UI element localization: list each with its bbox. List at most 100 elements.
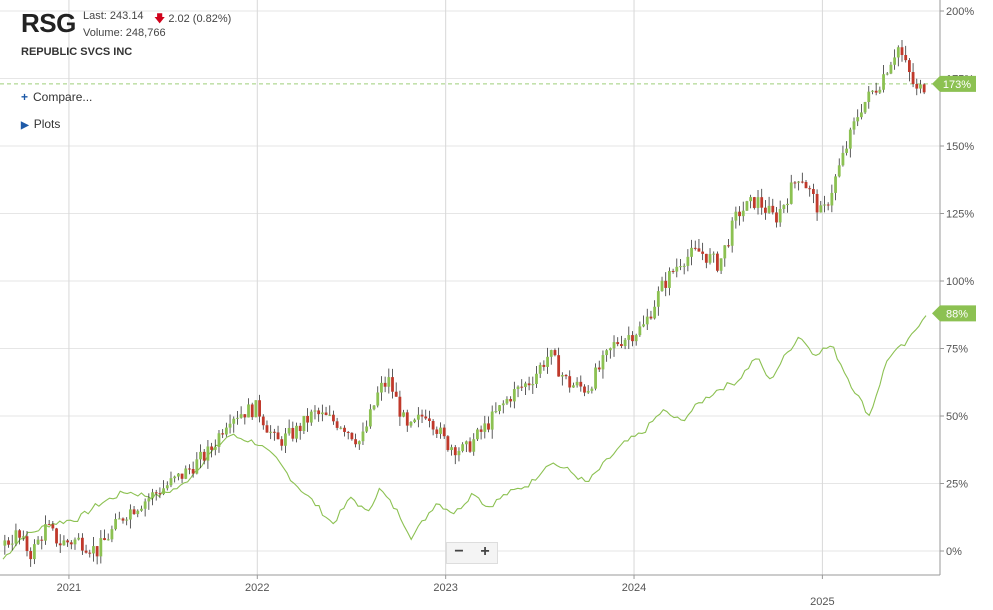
compare-button[interactable]: + Compare... [21, 90, 92, 104]
candle-body [656, 291, 660, 307]
candle-body [878, 89, 882, 93]
candle-body [128, 509, 132, 520]
plots-button[interactable]: ▶ Plots [21, 117, 60, 131]
candle-body [269, 431, 273, 433]
candle-body [457, 451, 461, 456]
candle-body [287, 427, 291, 434]
candle-body [446, 436, 450, 451]
candle-body [786, 203, 789, 206]
plus-icon: + [21, 90, 29, 104]
candle-body [911, 72, 915, 84]
candle-body [716, 253, 719, 271]
candle-body [461, 444, 465, 452]
candle-body [509, 399, 513, 402]
candle-body [265, 425, 269, 433]
candle-body [483, 423, 487, 432]
candle-body [106, 539, 110, 541]
candle-body [583, 386, 586, 393]
candle-body [99, 538, 103, 557]
candle-body [69, 542, 73, 545]
candle-body [708, 254, 712, 263]
candle-body [653, 306, 657, 319]
candle-body [856, 117, 860, 122]
price-change: 🡇 2.02 (0.82%) [154, 10, 231, 29]
candle-body [25, 536, 29, 552]
candle-body [815, 193, 819, 213]
candle-body [121, 518, 125, 521]
zoom-out-button[interactable]: − [454, 543, 464, 560]
plots-label: Plots [33, 117, 61, 131]
x-tick-label: 2022 [245, 582, 269, 594]
candle-body [18, 530, 22, 538]
volume: Volume: 248,766 [83, 27, 166, 39]
candle-body [58, 543, 62, 546]
candle-body [612, 342, 616, 349]
candle-body [313, 410, 317, 412]
candle-body [335, 421, 339, 428]
candle-body [468, 441, 472, 452]
candle-body [690, 247, 693, 257]
candle-body [380, 382, 383, 393]
candle-body [95, 546, 99, 557]
candle-body [88, 552, 92, 554]
candle-body [29, 551, 33, 560]
candle-body [594, 367, 597, 389]
candle-body [756, 197, 760, 208]
candle-body [136, 510, 140, 515]
candle-body [727, 245, 730, 247]
candle-body [501, 403, 505, 406]
candle-body [346, 431, 350, 433]
candle-body [723, 245, 727, 259]
zoom-in-button[interactable]: + [480, 543, 490, 560]
candle-body [276, 432, 280, 440]
candle-body [871, 90, 874, 92]
candle-body [431, 421, 435, 430]
candle-body [601, 355, 605, 370]
candle-body [365, 426, 369, 432]
candle-body [564, 374, 568, 377]
candle-body [797, 181, 801, 183]
x-tick-label: 2023 [433, 582, 457, 594]
candle-body [416, 414, 420, 420]
candle-body [420, 414, 424, 417]
candle-body [730, 220, 734, 246]
candle-body [874, 90, 878, 93]
candle-body [3, 540, 7, 546]
candle-body [819, 205, 823, 213]
candle-body [51, 524, 55, 529]
candle-body [675, 266, 679, 272]
candle-body [520, 386, 524, 388]
candle-body [542, 364, 546, 367]
candle-body [228, 423, 232, 428]
candle-body [664, 280, 668, 288]
candle-body [464, 441, 468, 445]
candle-body [642, 324, 645, 327]
candle-body [232, 418, 236, 424]
candle-body [306, 415, 309, 423]
candle-body [476, 429, 479, 440]
candle-body [512, 389, 516, 402]
candle-body [302, 415, 306, 432]
candle-body [620, 344, 623, 346]
compare-label: Compare... [33, 90, 93, 104]
candle-body [524, 383, 527, 388]
candle-body [549, 350, 553, 357]
candle-body [535, 373, 538, 384]
candle-body [845, 148, 849, 153]
candle-body [77, 537, 81, 540]
candle-body [258, 400, 261, 417]
candle-body [295, 425, 298, 439]
candle-body [409, 421, 413, 426]
candle-body [435, 429, 439, 434]
candle-body [428, 418, 431, 422]
y-tick-label: 150% [946, 141, 974, 153]
candle-body [350, 432, 354, 440]
x-axis: 2021 2022 2023 2024 2025 [57, 575, 835, 608]
candle-body [560, 374, 564, 377]
candle-body [778, 209, 782, 223]
candle-body [701, 251, 705, 254]
candle-body [712, 253, 716, 255]
candle-body [169, 478, 173, 486]
candle-body [188, 468, 191, 470]
candle-body [114, 519, 118, 530]
